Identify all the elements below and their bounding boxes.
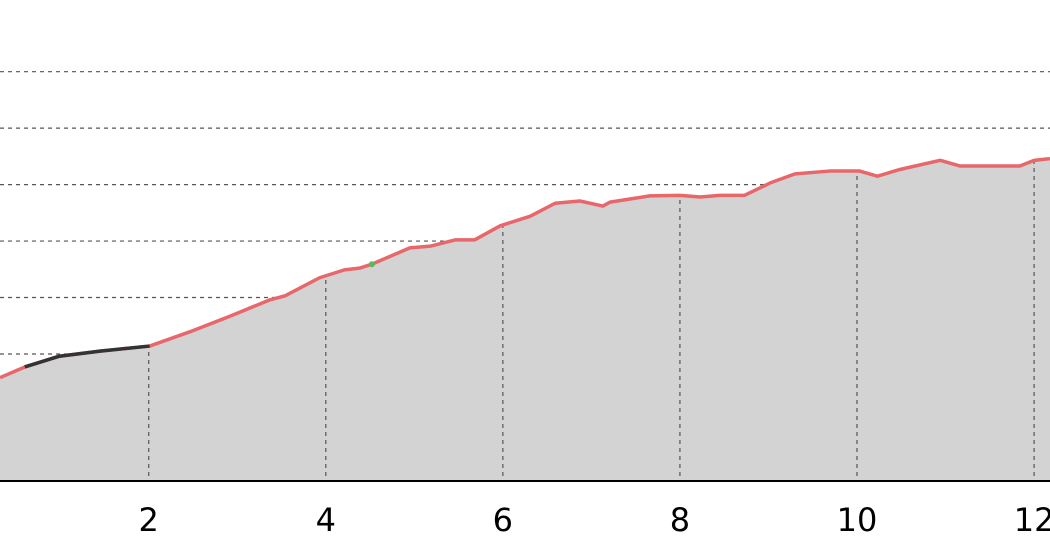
area: [0, 158, 1050, 481]
x-tick-label: 8: [670, 501, 690, 539]
x-tick-label: 6: [493, 501, 513, 539]
x-tick-label: 10: [837, 501, 878, 539]
x-tick-label: 2: [139, 501, 159, 539]
line: [0, 156, 1050, 380]
x-tick-label: 12: [1014, 501, 1050, 539]
line: [24, 344, 150, 369]
point: [368, 261, 375, 268]
x-tick-label: 4: [316, 501, 336, 539]
